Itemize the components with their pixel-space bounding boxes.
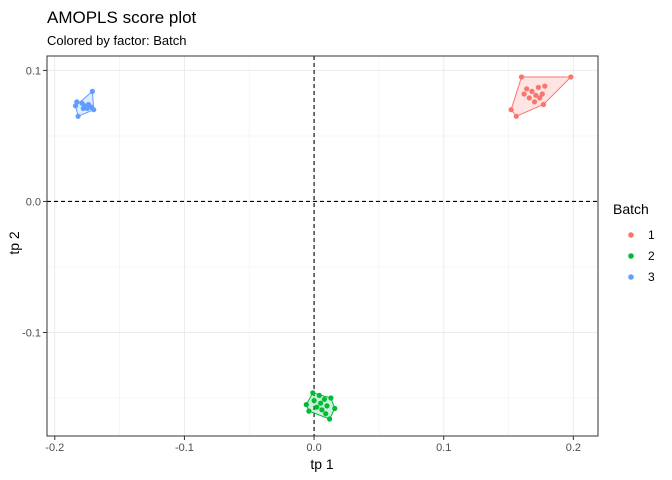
legend-label-batch-1: 1 <box>648 228 655 242</box>
point-batch-3 <box>75 113 81 119</box>
point-batch-1 <box>539 91 545 97</box>
point-batch-2 <box>324 403 330 409</box>
legend: Batch 1 2 3 <box>613 201 655 284</box>
point-batch-1 <box>533 92 539 98</box>
point-batch-2 <box>327 416 333 422</box>
point-batch-1 <box>568 74 574 80</box>
x-tick-label: -0.2 <box>45 442 64 454</box>
legend-items: 1 2 3 <box>628 228 655 284</box>
x-tick-label: 0.0 <box>306 442 321 454</box>
y-tick-label: 0.1 <box>26 65 41 77</box>
point-batch-1 <box>535 84 542 90</box>
y-tick-label: 0.0 <box>26 196 41 208</box>
data-points <box>72 74 574 422</box>
point-batch-1 <box>526 95 532 101</box>
point-batch-1 <box>524 86 530 92</box>
point-batch-3 <box>89 88 95 94</box>
x-tick-label: -0.1 <box>175 442 194 454</box>
legend-label-batch-2: 2 <box>648 249 655 263</box>
point-batch-2 <box>323 411 329 417</box>
point-batch-1 <box>529 88 535 94</box>
point-batch-2 <box>310 390 316 396</box>
point-batch-2 <box>316 392 322 398</box>
legend-title: Batch <box>613 201 649 217</box>
point-batch-1 <box>537 95 543 101</box>
point-batch-2 <box>321 396 327 402</box>
point-batch-1 <box>531 99 538 105</box>
point-batch-2 <box>318 400 324 406</box>
point-batch-2 <box>303 402 309 408</box>
point-batch-2 <box>319 407 325 413</box>
point-batch-3 <box>74 99 80 105</box>
point-batch-2 <box>306 408 312 414</box>
point-batch-1 <box>540 101 547 108</box>
point-batch-1 <box>542 83 548 89</box>
point-batch-2 <box>311 398 317 404</box>
axes: -0.2 -0.1 0.0 0.1 0.2 -0.1 0.0 0.1 <box>22 65 581 454</box>
reference-lines <box>47 56 598 436</box>
point-batch-2 <box>314 404 320 410</box>
panel-border <box>46 55 599 437</box>
x-tick-label: 0.1 <box>436 442 451 454</box>
y-tick-label: -0.1 <box>22 327 41 339</box>
y-axis-title: tp 2 <box>6 231 22 255</box>
point-batch-1 <box>513 113 519 119</box>
legend-key-batch-3 <box>628 274 634 280</box>
x-axis-title: tp 1 <box>310 456 334 472</box>
group-hulls <box>74 76 573 420</box>
legend-key-batch-2 <box>628 253 634 259</box>
x-tick-label: 0.2 <box>566 442 581 454</box>
point-batch-2 <box>328 395 334 401</box>
chart-subtitle: Colored by factor: Batch <box>47 33 186 48</box>
point-batch-2 <box>332 405 338 412</box>
point-batch-1 <box>508 107 514 113</box>
legend-label-batch-3: 3 <box>648 270 655 284</box>
chart-title: AMOPLS score plot <box>47 8 197 27</box>
legend-key-batch-1 <box>628 232 634 238</box>
point-batch-3 <box>91 107 97 113</box>
point-batch-1 <box>518 74 525 80</box>
point-batch-1 <box>521 91 527 97</box>
